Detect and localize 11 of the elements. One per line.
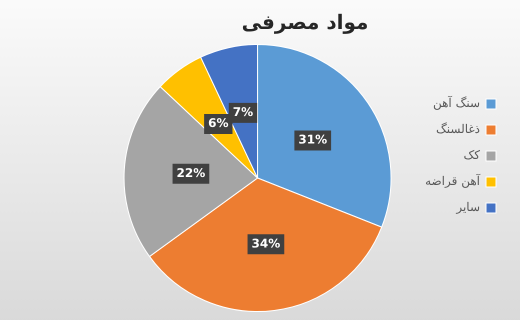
data-label: 6% (208, 116, 228, 130)
data-label: 22% (176, 166, 206, 180)
data-label: 34% (252, 236, 280, 250)
legend-label: سنگ آهن (432, 95, 480, 110)
chart-title: مواد مصرفی (242, 10, 368, 34)
legend-label: ذغالسنگ (436, 122, 480, 136)
data-label: 31% (298, 132, 328, 147)
data-label: 7% (232, 104, 254, 119)
legend-label: سایر (455, 200, 480, 214)
legend-label: آهن قراضه (425, 173, 481, 188)
legend-label: کک (464, 148, 480, 162)
